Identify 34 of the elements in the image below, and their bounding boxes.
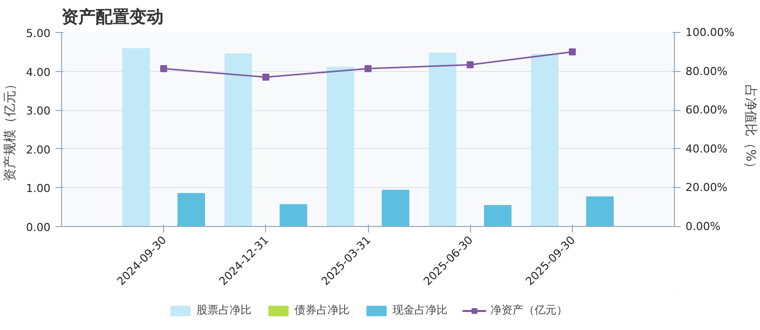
legend-label: 净资产（亿元）: [490, 302, 568, 318]
legend-label: 债券占净比: [294, 302, 350, 318]
bar: [122, 48, 150, 226]
point: [466, 61, 474, 68]
point: [364, 65, 372, 72]
point: [568, 48, 576, 56]
y2-tick-label: 20.00%: [686, 181, 728, 194]
point: [262, 74, 270, 81]
bar: [177, 193, 206, 226]
y2-tick-label: 80.00%: [686, 64, 728, 78]
y-tick-label: 2.00: [26, 143, 51, 156]
bar: [530, 54, 559, 226]
y2-tick-label: 100.00%: [686, 26, 734, 39]
point: [160, 65, 168, 72]
y-tick-label: 1.00: [26, 182, 51, 196]
y2-axis-title: 占净值比（%）: [742, 84, 758, 175]
bar: [428, 52, 456, 226]
y-tick-label: 4.00: [26, 66, 51, 79]
y-axis-title: 资产规模（亿元）: [3, 78, 18, 182]
legend-label: 现金占净比: [392, 302, 448, 318]
y-tick-label: 0.00: [26, 221, 51, 234]
y-tick-label: 5.00: [26, 27, 51, 40]
y2-tick-label: 0.00%: [686, 220, 720, 233]
bar: [484, 205, 512, 226]
bar: [326, 66, 354, 226]
y-tick-label: 3.00: [26, 104, 51, 118]
bar: [382, 190, 410, 226]
chart-title: 资产配置变动: [62, 8, 164, 28]
bar: [586, 196, 614, 226]
y2-tick-label: 40.00%: [686, 142, 728, 156]
y2-tick-label: 60.00%: [686, 104, 728, 117]
bar: [280, 204, 308, 226]
legend-label: 股票占净比: [196, 302, 252, 318]
bar: [224, 54, 252, 226]
